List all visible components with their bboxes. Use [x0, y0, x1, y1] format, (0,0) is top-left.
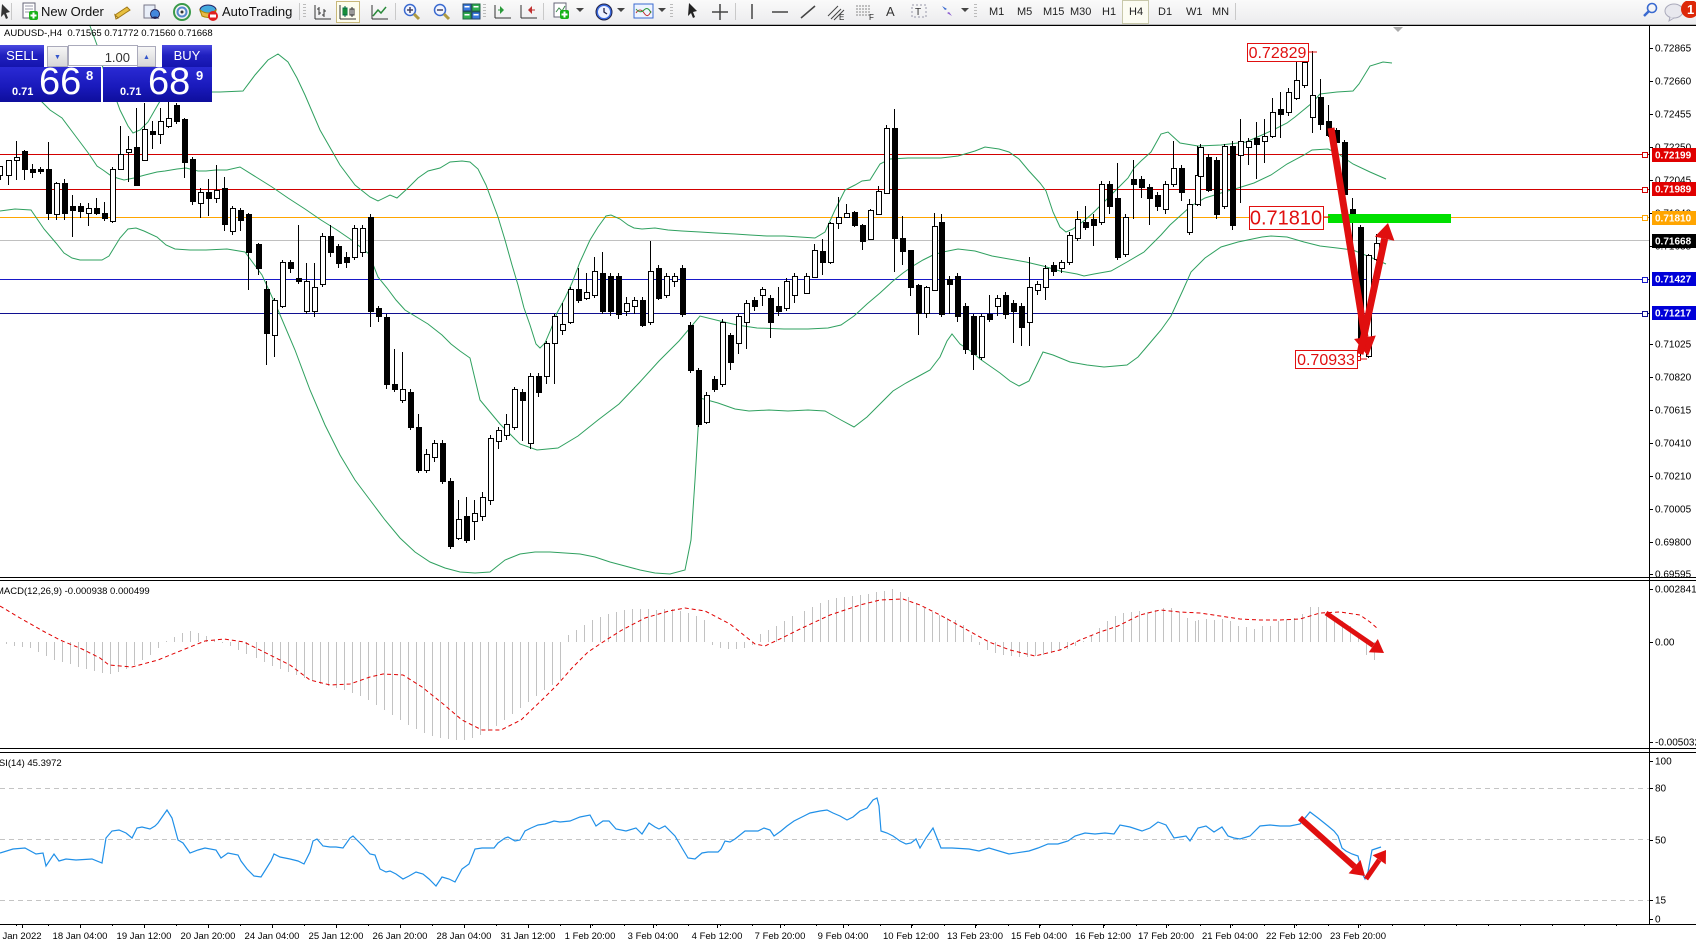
svg-text:4 Feb 12:00: 4 Feb 12:00: [692, 931, 743, 942]
svg-text:0.72660: 0.72660: [1655, 77, 1692, 88]
svg-text:0.69595: 0.69595: [1655, 570, 1692, 581]
svg-text:28 Jan 04:00: 28 Jan 04:00: [437, 931, 492, 942]
svg-text:0.71217: 0.71217: [1655, 309, 1692, 320]
svg-text:17 Feb 20:00: 17 Feb 20:00: [1138, 931, 1194, 942]
svg-text:AUDUSD-,H4 0.71565 0.71772 0.: AUDUSD-,H4 0.71565 0.71772 0.71560 0.716…: [4, 28, 213, 39]
svg-text:0.70210: 0.70210: [1655, 472, 1692, 483]
svg-text:0: 0: [1655, 915, 1661, 926]
svg-text:0.71427: 0.71427: [1655, 275, 1692, 286]
svg-text:0.72865: 0.72865: [1655, 44, 1692, 55]
svg-text:15: 15: [1655, 896, 1667, 907]
svg-text:0.00: 0.00: [1655, 638, 1675, 649]
svg-text:-0.005032: -0.005032: [1655, 738, 1696, 749]
svg-text:0.70410: 0.70410: [1655, 439, 1692, 450]
svg-text:F: F: [869, 13, 874, 22]
svg-text:15 Feb 04:00: 15 Feb 04:00: [1011, 931, 1067, 942]
svg-text:0.69800: 0.69800: [1655, 538, 1692, 549]
svg-text:0.71989: 0.71989: [1655, 185, 1692, 196]
svg-text:0.70005: 0.70005: [1655, 505, 1692, 516]
svg-text:16 Feb 12:00: 16 Feb 12:00: [1075, 931, 1131, 942]
svg-text:26 Jan 20:00: 26 Jan 20:00: [373, 931, 428, 942]
svg-text:20 Jan 20:00: 20 Jan 20:00: [181, 931, 236, 942]
svg-text:0.72199: 0.72199: [1655, 151, 1692, 162]
svg-text:0.72455: 0.72455: [1655, 110, 1692, 121]
svg-text:18 Jan 04:00: 18 Jan 04:00: [53, 931, 108, 942]
svg-text:80: 80: [1655, 784, 1667, 795]
svg-text:RSI(14) 45.3972: RSI(14) 45.3972: [0, 758, 62, 769]
svg-text:3 Feb 04:00: 3 Feb 04:00: [628, 931, 679, 942]
svg-text:25 Jan 12:00: 25 Jan 12:00: [309, 931, 364, 942]
svg-text:T: T: [915, 7, 921, 18]
svg-text:1 Feb 20:00: 1 Feb 20:00: [565, 931, 616, 942]
svg-text:1: 1: [1687, 2, 1694, 17]
svg-text:24 Jan 04:00: 24 Jan 04:00: [245, 931, 300, 942]
svg-text:22 Feb 12:00: 22 Feb 12:00: [1266, 931, 1322, 942]
svg-text:21 Feb 04:00: 21 Feb 04:00: [1202, 931, 1258, 942]
svg-text:0.72829: 0.72829: [1249, 45, 1307, 62]
svg-text:31 Jan 12:00: 31 Jan 12:00: [501, 931, 556, 942]
svg-text:0.70933: 0.70933: [1297, 352, 1355, 369]
svg-text:0.71810: 0.71810: [1655, 214, 1692, 225]
svg-text:13 Feb 23:00: 13 Feb 23:00: [947, 931, 1003, 942]
svg-text:E: E: [839, 13, 844, 22]
svg-text:0.71025: 0.71025: [1655, 340, 1692, 351]
svg-text:10 Feb 12:00: 10 Feb 12:00: [883, 931, 939, 942]
svg-text:Jan 2022: Jan 2022: [2, 931, 41, 942]
svg-text:0.71668: 0.71668: [1655, 237, 1692, 248]
svg-text:MACD(12,26,9) -0.000938 0.0004: MACD(12,26,9) -0.000938 0.000499: [0, 586, 150, 597]
svg-text:23 Feb 20:00: 23 Feb 20:00: [1330, 931, 1386, 942]
svg-text:0.002841: 0.002841: [1655, 585, 1696, 596]
svg-text:0.72045: 0.72045: [1655, 176, 1692, 187]
svg-text:7 Feb 20:00: 7 Feb 20:00: [755, 931, 806, 942]
svg-text:0.70615: 0.70615: [1655, 406, 1692, 417]
svg-text:19 Jan 12:00: 19 Jan 12:00: [117, 931, 172, 942]
svg-text:0.70820: 0.70820: [1655, 373, 1692, 384]
svg-text:100: 100: [1655, 757, 1672, 768]
svg-text:9 Feb 04:00: 9 Feb 04:00: [818, 931, 869, 942]
svg-text:0.71810: 0.71810: [1250, 208, 1322, 230]
svg-text:50: 50: [1655, 836, 1667, 847]
